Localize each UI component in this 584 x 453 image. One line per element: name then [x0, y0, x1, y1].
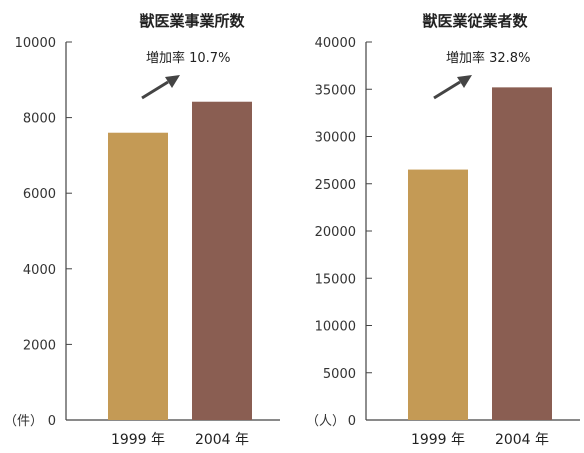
chart-left-title: 獣医業事業所数 [139, 12, 245, 30]
x-tick-label: 2004 年 [195, 432, 249, 448]
chart-left-growth-annotation: 増加率 10.7% [146, 50, 230, 66]
y-tick-label: 10000 [15, 36, 56, 51]
chart-right-y-ticks: 0 5000 10000 15000 20000 25000 30000 350… [315, 36, 372, 429]
chart-right-unit-label: （人） [306, 414, 345, 429]
y-tick-label: 15000 [315, 272, 356, 287]
chart-left-unit-label: （件） [4, 414, 43, 429]
chart-left-y-ticks: 0 2000 4000 6000 8000 10000 [15, 36, 72, 429]
y-tick-label: 30000 [315, 131, 356, 146]
y-tick-label: 8000 [23, 112, 56, 127]
chart-right-title: 獣医業従業者数 [422, 12, 528, 30]
y-tick-label: 5000 [323, 367, 356, 382]
bar-2004 [492, 87, 552, 421]
y-tick-label: 35000 [315, 83, 356, 98]
y-tick-label: 6000 [23, 187, 56, 202]
x-tick-label: 1999 年 [411, 432, 465, 448]
trend-arrow-icon [141, 75, 180, 100]
y-tick-label: 25000 [315, 178, 356, 193]
chart-right-growth-annotation: 増加率 32.8% [446, 50, 530, 66]
chart-left: 獣医業事業所数 0 2000 4000 6000 8000 10000 （件） … [4, 12, 280, 448]
bar-1999 [408, 169, 468, 420]
y-tick-label: 20000 [315, 225, 356, 240]
y-tick-label: 0 [48, 414, 56, 429]
trend-arrow-icon [433, 75, 472, 100]
x-tick-label: 2004 年 [495, 432, 549, 448]
y-tick-label: 2000 [23, 338, 56, 353]
y-tick-label: 10000 [315, 320, 356, 335]
y-tick-label: 40000 [315, 36, 356, 51]
x-tick-label: 1999 年 [111, 432, 165, 448]
bar-2004 [192, 101, 252, 420]
chart-right: 獣医業従業者数 0 5000 10000 15000 20000 25000 3… [306, 12, 580, 448]
y-tick-label: 0 [348, 414, 356, 429]
bar-1999 [108, 132, 168, 420]
y-tick-label: 4000 [23, 263, 56, 278]
